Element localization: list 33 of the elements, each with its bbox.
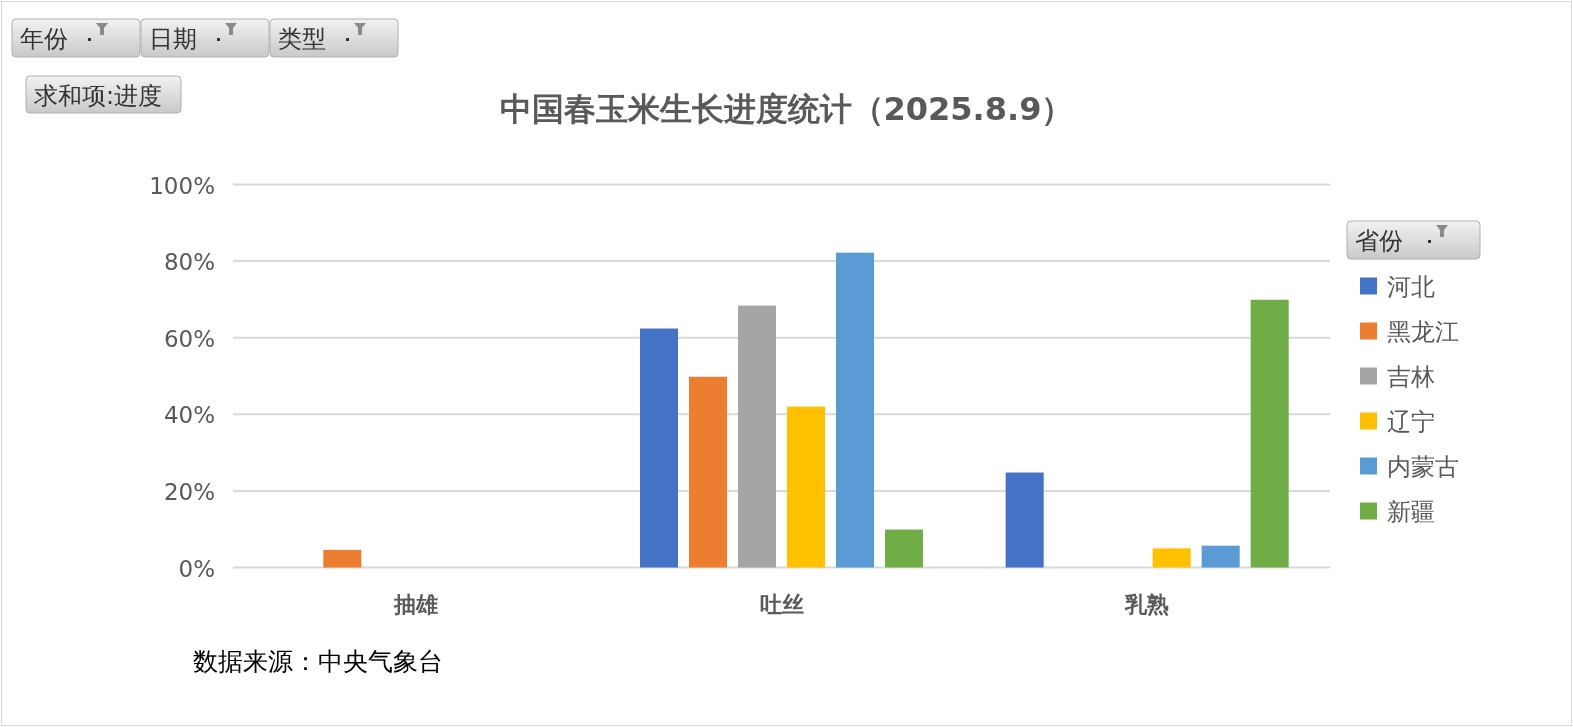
y-tick-label: 20% — [163, 478, 215, 505]
legend-title: 省份 — [1355, 227, 1403, 255]
legend-label: 辽宁 — [1387, 408, 1435, 436]
bar — [835, 252, 875, 568]
legend-label: 新疆 — [1387, 498, 1435, 526]
bar — [1005, 472, 1044, 568]
bar — [1201, 545, 1240, 568]
y-tick-label: 0% — [178, 555, 215, 582]
y-tick-label: 80% — [163, 249, 215, 276]
y-tick-label: 60% — [163, 325, 215, 352]
x-tick-label: 抽雄 — [392, 592, 438, 617]
bar — [323, 549, 362, 568]
bar — [688, 376, 728, 568]
text: 类型 — [278, 25, 326, 53]
y-tick-label: 40% — [163, 402, 215, 429]
x-tick-label: 乳熟 — [1124, 592, 1170, 617]
bar — [1152, 548, 1191, 568]
chart-title: 中国春玉米生长进度统计（2025.8.9） — [499, 90, 1074, 128]
y-tick-label: 100% — [149, 172, 215, 199]
legend-label: 河北 — [1387, 273, 1435, 301]
bar — [1250, 299, 1289, 568]
legend-label: 吉林 — [1387, 363, 1435, 391]
bar — [786, 406, 826, 568]
bar — [884, 529, 924, 568]
text: 求和项:进度 — [34, 81, 163, 110]
text: 日期 — [149, 25, 197, 53]
legend-label: 内蒙古 — [1387, 453, 1459, 481]
bar — [737, 305, 777, 568]
x-tick-label: 吐丝 — [759, 592, 804, 617]
bar — [639, 328, 679, 568]
legend-label: 黑龙江 — [1387, 318, 1459, 346]
source-note: 数据来源：中央气象台 — [193, 648, 443, 675]
text: 年份 — [20, 25, 68, 53]
